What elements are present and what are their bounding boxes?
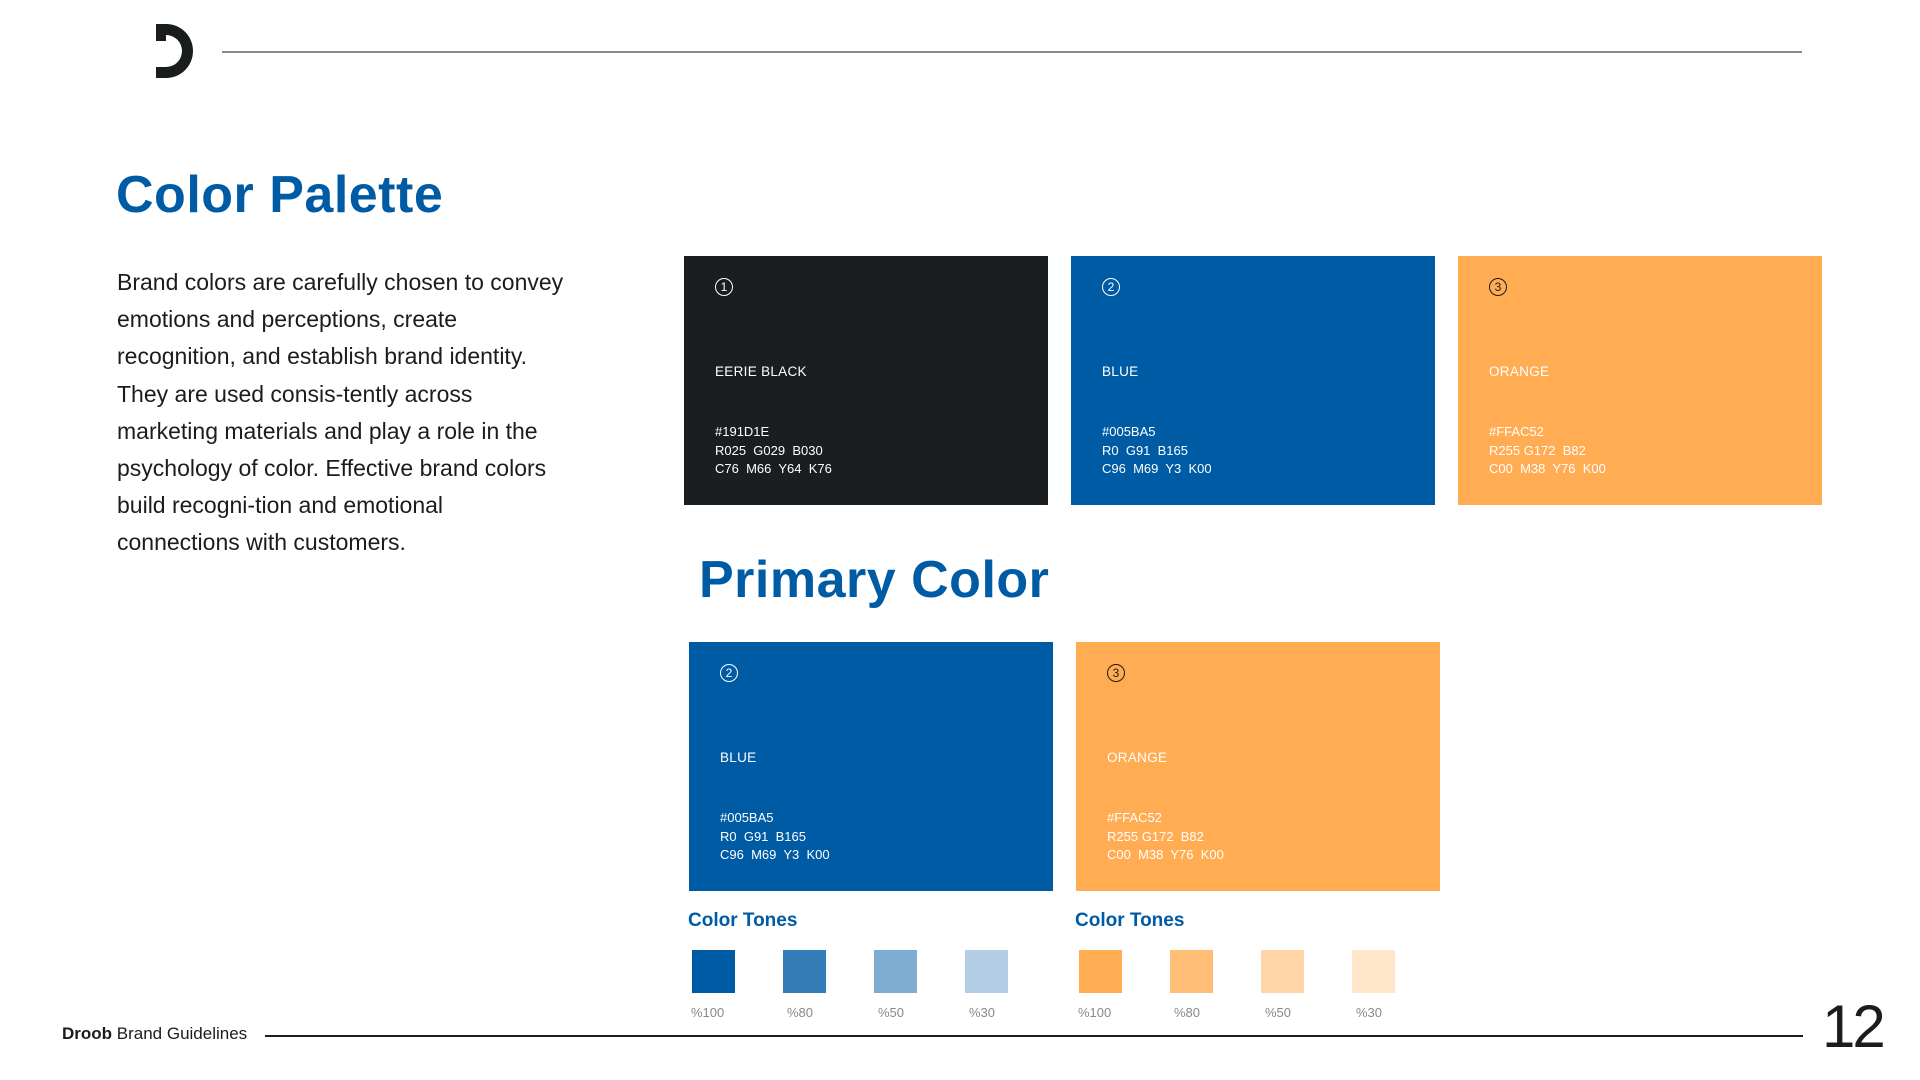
color-card-eerie-black: 1 EERIE BLACK #191D1E R025 G029 B030 C76… — [684, 256, 1048, 505]
number-badge: 3 — [1107, 664, 1125, 682]
tone-swatch — [874, 950, 917, 993]
color-codes: #FFAC52 R255 G172 B82 C00 M38 Y76 K00 — [1489, 423, 1606, 479]
tone-label: %100 — [691, 1005, 725, 1020]
page-number: 12 — [1822, 993, 1886, 1060]
tone-swatch — [1261, 950, 1304, 993]
tone-label: %30 — [1356, 1005, 1383, 1020]
footer-text: Droob Brand Guidelines — [62, 1024, 247, 1044]
color-card-blue: 2 BLUE #005BA5 R0 G91 B165 C96 M69 Y3 K0… — [689, 642, 1053, 891]
tone-label: %30 — [969, 1005, 996, 1020]
tone-swatch — [1079, 950, 1122, 993]
header-divider — [222, 51, 1802, 53]
tone-swatch — [1170, 950, 1213, 993]
number-badge: 2 — [1102, 278, 1120, 296]
color-codes: #191D1E R025 G029 B030 C76 M66 Y64 K76 — [715, 423, 832, 479]
tone-swatch — [1352, 950, 1395, 993]
number-badge: 2 — [720, 664, 738, 682]
color-name: ORANGE — [1107, 750, 1168, 765]
color-codes: #FFAC52 R255 G172 B82 C00 M38 Y76 K00 — [1107, 809, 1224, 865]
hex-code: #005BA5 — [1102, 424, 1156, 439]
cmyk-code: C76 M66 Y64 K76 — [715, 461, 832, 476]
color-card-orange: 3 ORANGE #FFAC52 R255 G172 B82 C00 M38 Y… — [1458, 256, 1822, 505]
color-name: BLUE — [1102, 364, 1139, 379]
tone-swatch — [783, 950, 826, 993]
footer-brand: Droob — [62, 1024, 113, 1043]
cmyk-code: C00 M38 Y76 K00 — [1489, 461, 1606, 476]
color-codes: #005BA5 R0 G91 B165 C96 M69 Y3 K00 — [1102, 423, 1212, 479]
hex-code: #FFAC52 — [1489, 424, 1544, 439]
tone-label: %50 — [1265, 1005, 1292, 1020]
footer-divider — [265, 1035, 1803, 1037]
cmyk-code: C96 M69 Y3 K00 — [720, 847, 830, 862]
footer-label: Brand Guidelines — [112, 1024, 248, 1043]
hex-code: #FFAC52 — [1107, 810, 1162, 825]
page-title: Color Palette — [116, 166, 444, 224]
rgb-code: R0 G91 B165 — [1102, 442, 1188, 458]
number-badge: 3 — [1489, 278, 1507, 296]
color-tones-label: Color Tones — [688, 910, 798, 931]
color-tones-label: Color Tones — [1075, 910, 1185, 931]
tone-label: %80 — [787, 1005, 814, 1020]
hex-code: #191D1E — [715, 424, 770, 439]
tone-label: %100 — [1078, 1005, 1112, 1020]
color-name: BLUE — [720, 750, 757, 765]
tone-label: %80 — [1174, 1005, 1201, 1020]
droob-logo — [156, 24, 193, 78]
tone-swatch — [965, 950, 1008, 993]
description: Brand colors are carefully chosen to con… — [117, 269, 564, 556]
tone-label: %50 — [878, 1005, 905, 1020]
rgb-code: R025 G029 B030 — [715, 442, 823, 458]
color-card-blue: 2 BLUE #005BA5 R0 G91 B165 C96 M69 Y3 K0… — [1071, 256, 1435, 505]
color-name: EERIE BLACK — [715, 364, 807, 379]
color-codes: #005BA5 R0 G91 B165 C96 M69 Y3 K00 — [720, 809, 830, 865]
number-badge: 1 — [715, 278, 733, 296]
color-card-orange: 3 ORANGE #FFAC52 R255 G172 B82 C00 M38 Y… — [1076, 642, 1440, 891]
color-name: ORANGE — [1489, 364, 1550, 379]
tone-swatch — [692, 950, 735, 993]
rgb-code: R255 G172 B82 — [1489, 442, 1586, 458]
cmyk-code: C00 M38 Y76 K00 — [1107, 847, 1224, 862]
cmyk-code: C96 M69 Y3 K00 — [1102, 461, 1212, 476]
rgb-code: R0 G91 B165 — [720, 828, 806, 844]
hex-code: #005BA5 — [720, 810, 774, 825]
primary-color-title: Primary Color — [699, 551, 1050, 609]
rgb-code: R255 G172 B82 — [1107, 828, 1204, 844]
